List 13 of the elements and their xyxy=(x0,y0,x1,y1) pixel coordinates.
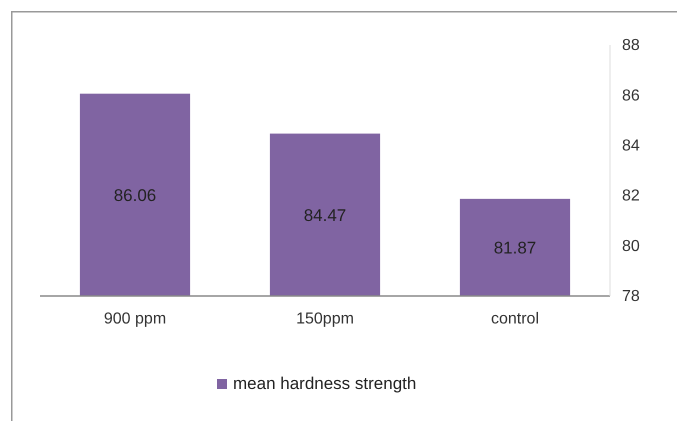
y-tick-label: 80 xyxy=(622,238,640,255)
x-tick-label: 150ppm xyxy=(296,310,354,328)
data-label: 84.47 xyxy=(304,206,346,225)
x-tick-label: control xyxy=(490,310,540,328)
data-label: 86.06 xyxy=(114,186,156,205)
y-tick-label: 86 xyxy=(622,87,640,104)
x-tick-label: 900 ppm xyxy=(104,310,166,328)
data-label: 81.87 xyxy=(494,238,536,258)
y-tick-label: 84 xyxy=(622,138,640,155)
legend-label: mean hardness strength xyxy=(233,374,416,393)
y-tick-label: 78 xyxy=(622,288,640,306)
y-tick-label: 88 xyxy=(622,37,640,54)
y-tick-label: 82 xyxy=(622,188,640,205)
